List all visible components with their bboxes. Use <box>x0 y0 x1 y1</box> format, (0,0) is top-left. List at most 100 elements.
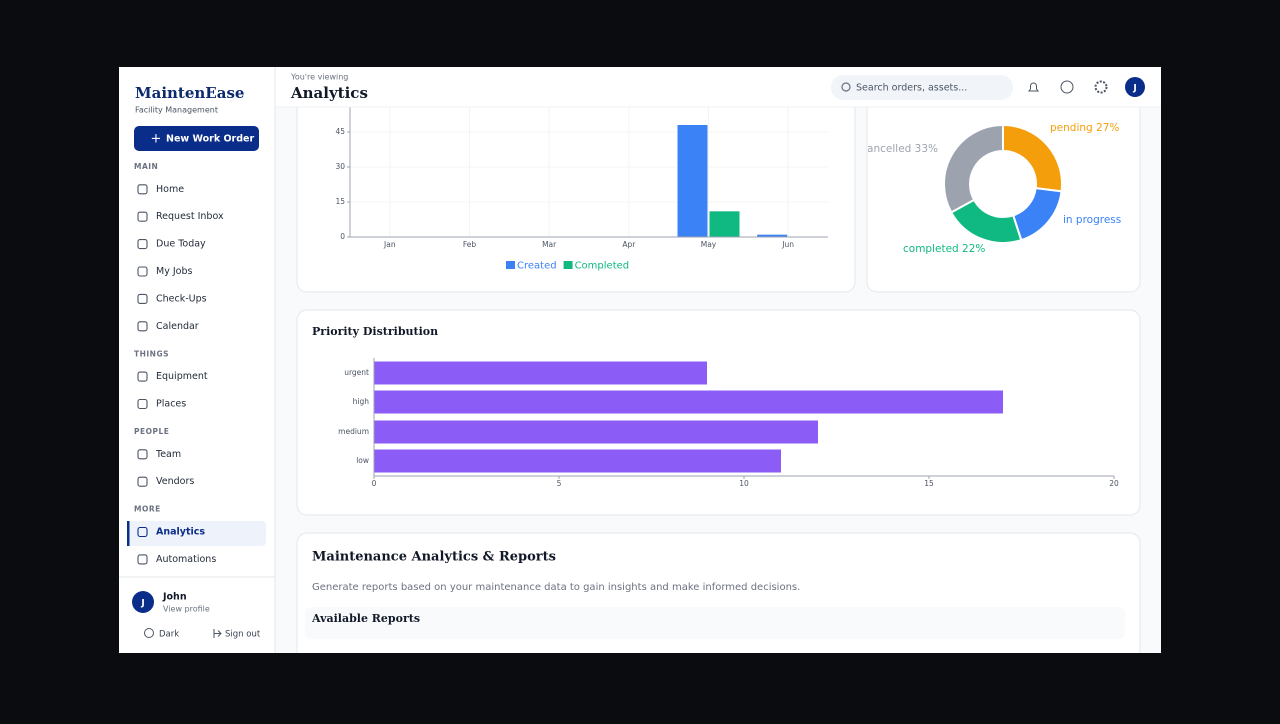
status-chart: pending 27% in progress 18% completed 22% c… <box>861 122 1148 255</box>
tick-label: 0 <box>372 479 377 488</box>
nav-item[interactable]: Vendors <box>156 476 194 487</box>
reports-subtitle: Available Reports <box>311 612 420 625</box>
new-work-order[interactable] <box>134 126 259 151</box>
nav-item[interactable]: Team <box>155 449 181 460</box>
nav-item[interactable]: Check-Ups <box>156 293 207 304</box>
sign-out[interactable]: Sign out <box>225 630 261 640</box>
tick-label: Jun <box>781 240 794 249</box>
brand: MaintenEase <box>135 84 244 102</box>
bar <box>374 420 818 444</box>
nav-icon <box>137 371 148 382</box>
pie-slice <box>943 123 1004 214</box>
eyebrow: You're viewing <box>290 73 348 82</box>
tick-label: 20 <box>1109 479 1119 488</box>
nav-section: MAIN <box>134 162 158 171</box>
card <box>866 67 1141 293</box>
nav-item[interactable]: Request Inbox <box>156 211 224 222</box>
avatar-initial: J <box>1132 84 1136 94</box>
tick-label: Jan <box>383 240 396 249</box>
tick-label: May <box>701 240 717 249</box>
bar <box>757 234 788 237</box>
tick-label: Feb <box>463 240 477 249</box>
tick-label: Apr <box>622 240 636 249</box>
trend-chart: 0 15 30 45 Jan Feb Mar Apr May Jun Created Complete… <box>335 97 828 272</box>
nav-icon <box>137 266 148 277</box>
bar <box>677 125 708 237</box>
tick-label: high <box>353 397 370 406</box>
nav-item[interactable]: Places <box>156 399 186 410</box>
signout-icon <box>213 629 222 638</box>
tick-label: medium <box>338 427 369 436</box>
nav-item[interactable]: Automations <box>156 554 216 565</box>
dark-toggle[interactable]: Dark <box>159 630 179 640</box>
nav-item[interactable]: My Jobs <box>156 266 192 277</box>
legend-swatch <box>563 261 573 269</box>
slice-label: pending 27% <box>1050 122 1119 134</box>
slice-label: in progress 18% <box>1063 214 1148 226</box>
tick-label: 15 <box>335 197 345 206</box>
sidebar: MaintenEase Facility Management + New Wo… <box>119 67 276 653</box>
nav-section: THINGS <box>134 349 169 358</box>
nav-item[interactable]: Calendar <box>156 321 199 332</box>
legend-label[interactable]: Completed <box>575 261 630 272</box>
legend-swatch <box>506 261 515 269</box>
nav-item[interactable]: Analytics <box>156 527 205 538</box>
nav-item[interactable]: Due Today <box>156 239 206 250</box>
settings-icon[interactable] <box>1094 80 1108 94</box>
nav-section: PEOPLE <box>134 427 169 436</box>
nav-item[interactable]: Home <box>156 184 184 195</box>
tick-label: 5 <box>557 479 562 488</box>
nav-icon <box>137 398 148 410</box>
reports-description: Generate reports based on your maintenan… <box>312 582 800 593</box>
nav-icon <box>137 526 148 538</box>
nav-icon <box>137 211 148 222</box>
bar <box>709 211 740 237</box>
bar <box>374 449 781 473</box>
tick-label: 45 <box>335 127 345 136</box>
legend-label[interactable]: Created <box>517 261 557 272</box>
slice-label: cancelled 33% <box>861 143 938 155</box>
profile-link[interactable]: View profile <box>163 605 210 614</box>
nav-icon <box>137 476 148 487</box>
header: You're viewing Analytics Search orders, … <box>275 67 1161 108</box>
bell-icon[interactable] <box>1028 82 1039 92</box>
tick-label: 15 <box>924 479 934 488</box>
active-item <box>127 521 266 546</box>
nav-item[interactable]: Equipment <box>156 371 208 382</box>
slice-label: completed 22% <box>903 243 985 255</box>
search-placeholder: Search orders, assets... <box>856 83 967 94</box>
tick-label: urgent <box>344 368 369 377</box>
priority-chart: Priority Distribution 0 5 10 15 20 urgent high… <box>312 325 1119 488</box>
search[interactable] <box>831 75 1013 100</box>
tick-label: Mar <box>542 240 557 249</box>
nav-icon <box>137 293 148 304</box>
user-avatar[interactable] <box>132 591 154 613</box>
nav-icon <box>137 554 148 565</box>
chart-title: Priority Distribution <box>312 325 438 338</box>
tick-label: 0 <box>340 232 345 241</box>
main: 0 15 30 45 Jan Feb Mar Apr May Jun Created Complete… <box>296 67 1148 653</box>
avatar[interactable] <box>1125 77 1145 97</box>
tick-label: 30 <box>335 162 345 171</box>
sidebar-bg <box>119 67 275 653</box>
moon-icon <box>144 628 154 638</box>
reports-title: Maintenance Analytics & Reports <box>312 550 556 565</box>
nav-icon <box>137 449 148 460</box>
help-icon[interactable] <box>1060 80 1074 94</box>
tick-label: low <box>356 456 369 465</box>
bar <box>374 361 707 385</box>
user-initial: J <box>140 599 144 609</box>
nav-icon <box>137 184 148 195</box>
bar <box>374 390 1003 414</box>
page-title: Analytics <box>290 84 368 102</box>
nav-icon <box>137 239 148 250</box>
reports-list <box>305 607 1125 639</box>
button-label: New Work Order <box>166 134 254 145</box>
nav-icon <box>137 321 148 332</box>
nav-section: MORE <box>134 505 161 514</box>
tick-label: 10 <box>739 479 749 488</box>
active-marker <box>127 521 130 546</box>
plus-icon: + <box>151 132 162 147</box>
user-name: John <box>162 592 187 603</box>
